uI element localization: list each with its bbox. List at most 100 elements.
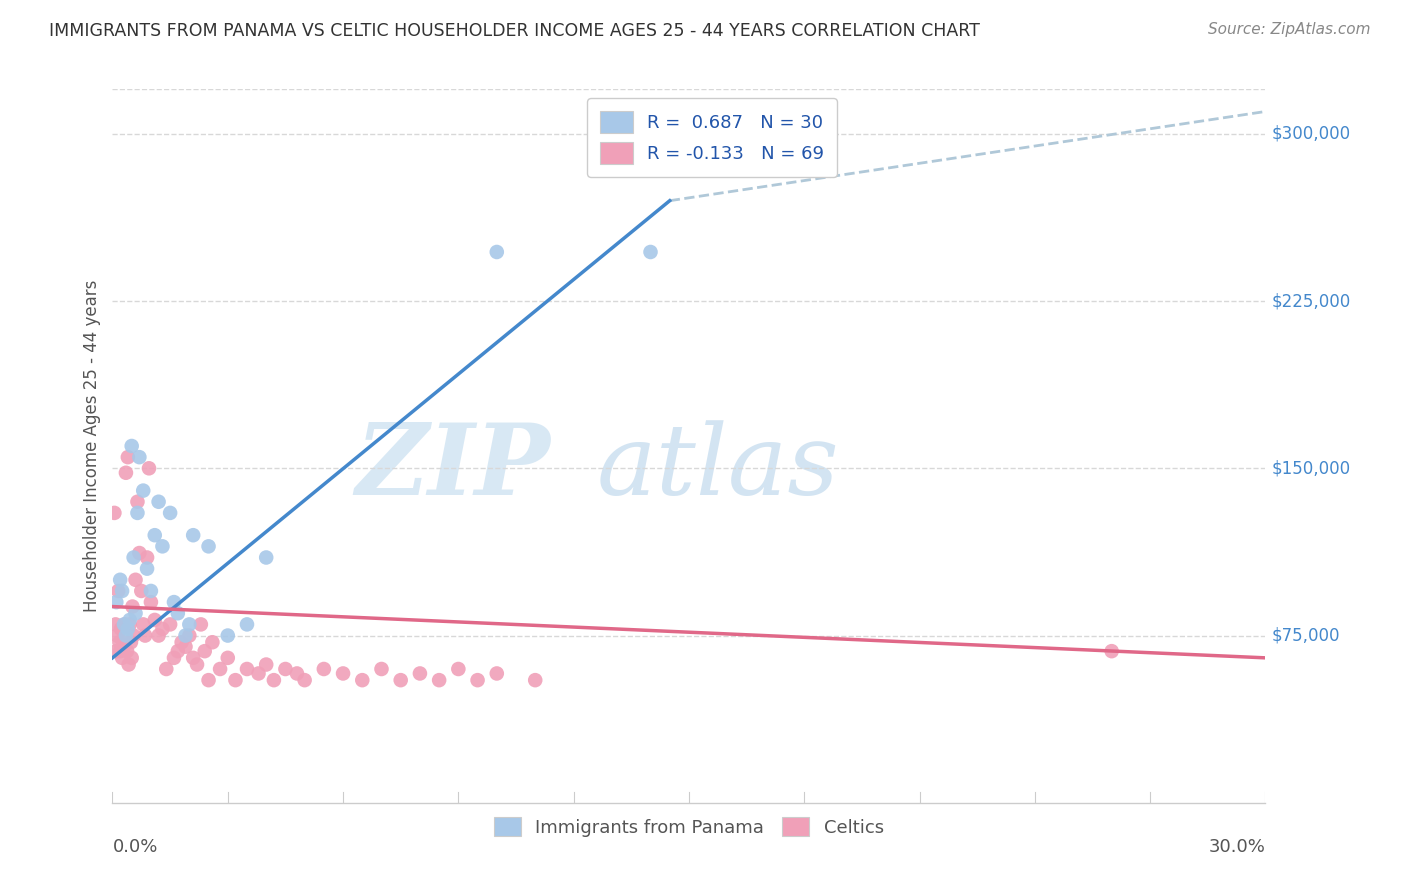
Point bbox=[179, 628, 201, 642]
Point bbox=[254, 550, 277, 565]
Point bbox=[105, 628, 128, 642]
Text: Source: ZipAtlas.com: Source: ZipAtlas.com bbox=[1208, 22, 1371, 37]
Point bbox=[122, 550, 145, 565]
Point bbox=[209, 662, 232, 676]
Point bbox=[132, 617, 155, 632]
Point bbox=[118, 613, 141, 627]
Point bbox=[274, 662, 297, 676]
Point bbox=[181, 528, 204, 542]
Point bbox=[152, 622, 174, 636]
Point bbox=[201, 635, 224, 649]
Point bbox=[105, 644, 128, 658]
Point bbox=[197, 539, 219, 553]
Point bbox=[108, 644, 131, 658]
Point bbox=[409, 666, 432, 681]
Point bbox=[134, 628, 156, 642]
Point bbox=[186, 657, 208, 672]
Point bbox=[485, 666, 508, 681]
Point bbox=[485, 244, 508, 259]
Point bbox=[122, 628, 145, 642]
Point bbox=[112, 640, 135, 654]
Point bbox=[111, 651, 134, 665]
Point bbox=[136, 562, 159, 576]
Point bbox=[143, 613, 166, 627]
Point bbox=[148, 494, 170, 508]
Point bbox=[139, 583, 162, 598]
Point bbox=[138, 461, 160, 475]
Point bbox=[247, 666, 270, 681]
Point bbox=[103, 506, 125, 520]
Point bbox=[174, 628, 197, 642]
Point bbox=[115, 466, 138, 480]
Point bbox=[111, 583, 134, 598]
Text: atlas: atlas bbox=[596, 420, 839, 515]
Text: $300,000: $300,000 bbox=[1271, 125, 1350, 143]
Point bbox=[136, 550, 159, 565]
Point bbox=[117, 622, 139, 636]
Point bbox=[152, 539, 174, 553]
Point bbox=[159, 506, 181, 520]
Point bbox=[370, 662, 392, 676]
Point bbox=[217, 651, 239, 665]
Point bbox=[114, 617, 136, 632]
Point bbox=[117, 450, 139, 464]
Text: $75,000: $75,000 bbox=[1271, 626, 1340, 645]
Point bbox=[121, 651, 143, 665]
Point bbox=[285, 666, 308, 681]
Text: $225,000: $225,000 bbox=[1271, 292, 1350, 310]
Point bbox=[236, 617, 259, 632]
Point bbox=[112, 635, 135, 649]
Point bbox=[148, 628, 170, 642]
Text: $150,000: $150,000 bbox=[1271, 459, 1350, 477]
Point bbox=[120, 635, 142, 649]
Point bbox=[389, 673, 412, 687]
Point bbox=[129, 583, 153, 598]
Point bbox=[467, 673, 489, 687]
Point bbox=[108, 635, 131, 649]
Point bbox=[352, 673, 374, 687]
Point bbox=[132, 483, 155, 498]
Point bbox=[163, 595, 186, 609]
Point bbox=[190, 617, 212, 632]
Text: IMMIGRANTS FROM PANAMA VS CELTIC HOUSEHOLDER INCOME AGES 25 - 44 YEARS CORRELATI: IMMIGRANTS FROM PANAMA VS CELTIC HOUSEHO… bbox=[49, 22, 980, 40]
Legend: Immigrants from Panama, Celtics: Immigrants from Panama, Celtics bbox=[486, 810, 891, 844]
Point bbox=[263, 673, 285, 687]
Point bbox=[124, 573, 146, 587]
Point bbox=[121, 599, 143, 614]
Point bbox=[224, 673, 246, 687]
Point bbox=[194, 644, 217, 658]
Point bbox=[447, 662, 470, 676]
Point bbox=[427, 673, 450, 687]
Point bbox=[163, 651, 186, 665]
Point bbox=[127, 494, 149, 508]
Point bbox=[117, 657, 139, 672]
Point bbox=[108, 573, 131, 587]
Point bbox=[166, 644, 188, 658]
Text: 30.0%: 30.0% bbox=[1209, 838, 1265, 856]
Point bbox=[170, 635, 193, 649]
Point bbox=[155, 662, 177, 676]
Text: ZIP: ZIP bbox=[356, 419, 551, 516]
Text: 0.0%: 0.0% bbox=[112, 838, 157, 856]
Point bbox=[128, 546, 150, 560]
Point bbox=[312, 662, 335, 676]
Point bbox=[294, 673, 316, 687]
Point bbox=[166, 607, 188, 621]
Point bbox=[181, 651, 204, 665]
Point bbox=[236, 662, 259, 676]
Point bbox=[104, 617, 127, 632]
Point bbox=[139, 595, 162, 609]
Point bbox=[115, 628, 138, 642]
Point bbox=[197, 673, 219, 687]
Point bbox=[118, 617, 141, 632]
Y-axis label: Householder Income Ages 25 - 44 years: Householder Income Ages 25 - 44 years bbox=[83, 280, 101, 612]
Point bbox=[174, 640, 197, 654]
Point bbox=[217, 628, 239, 642]
Point bbox=[524, 673, 547, 687]
Point bbox=[1101, 644, 1123, 658]
Point bbox=[105, 595, 128, 609]
Point bbox=[121, 439, 143, 453]
Point bbox=[143, 528, 166, 542]
Point bbox=[115, 644, 138, 658]
Point bbox=[128, 450, 150, 464]
